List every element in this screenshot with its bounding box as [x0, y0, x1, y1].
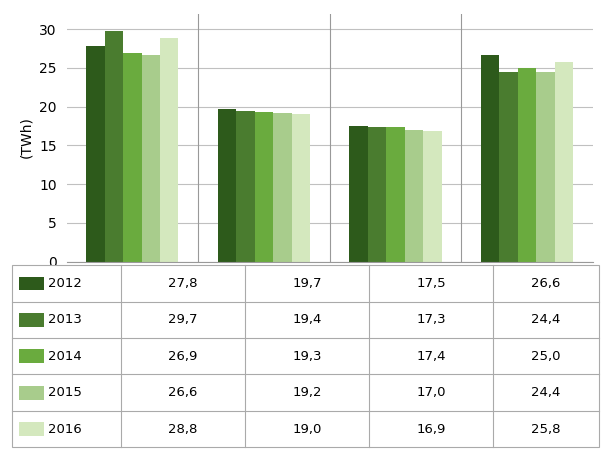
Bar [536, 73, 555, 262]
Text: 19,2: 19,2 [292, 386, 322, 399]
Text: 19,4: 19,4 [292, 313, 322, 327]
Bar [160, 38, 178, 262]
Bar [500, 73, 518, 262]
Text: 24,4: 24,4 [531, 313, 561, 327]
Text: 29,7: 29,7 [168, 313, 198, 327]
Bar [142, 55, 160, 262]
Text: 19,3: 19,3 [292, 350, 322, 363]
Text: 28,8: 28,8 [168, 423, 198, 436]
Bar [423, 131, 442, 262]
Bar [481, 55, 500, 262]
Bar [292, 114, 310, 262]
Text: 19,0: 19,0 [292, 423, 322, 436]
Bar [87, 46, 105, 262]
Bar [105, 32, 123, 262]
Text: 2014: 2014 [48, 350, 82, 363]
Text: 25,0: 25,0 [531, 350, 561, 363]
Bar [19, 313, 44, 327]
Bar [123, 53, 142, 262]
Text: 17,0: 17,0 [416, 386, 446, 399]
Text: 17,4: 17,4 [416, 350, 446, 363]
Bar [19, 350, 44, 363]
Text: 26,6: 26,6 [168, 386, 198, 399]
Text: 2015: 2015 [48, 386, 82, 399]
Bar [19, 422, 44, 436]
Text: 19,7: 19,7 [292, 277, 322, 290]
Bar [218, 109, 237, 262]
Y-axis label: (TWh): (TWh) [19, 117, 34, 158]
Text: 25,8: 25,8 [531, 423, 561, 436]
Bar [518, 68, 536, 262]
Bar [19, 276, 44, 290]
Bar [255, 112, 273, 262]
Text: 2013: 2013 [48, 313, 82, 327]
Text: 26,6: 26,6 [531, 277, 561, 290]
Text: 2016: 2016 [48, 423, 82, 436]
Text: 17,5: 17,5 [416, 277, 446, 290]
Bar [237, 111, 255, 262]
Text: 17,3: 17,3 [416, 313, 446, 327]
Bar [350, 126, 368, 262]
Bar [555, 62, 573, 262]
Text: 2012: 2012 [48, 277, 82, 290]
Text: 26,9: 26,9 [168, 350, 198, 363]
Bar [368, 128, 387, 262]
Bar [387, 127, 405, 262]
Bar [405, 130, 423, 262]
Bar [273, 113, 292, 262]
Text: 16,9: 16,9 [416, 423, 446, 436]
Text: 24,4: 24,4 [531, 386, 561, 399]
Bar [19, 386, 44, 400]
Text: 27,8: 27,8 [168, 277, 198, 290]
